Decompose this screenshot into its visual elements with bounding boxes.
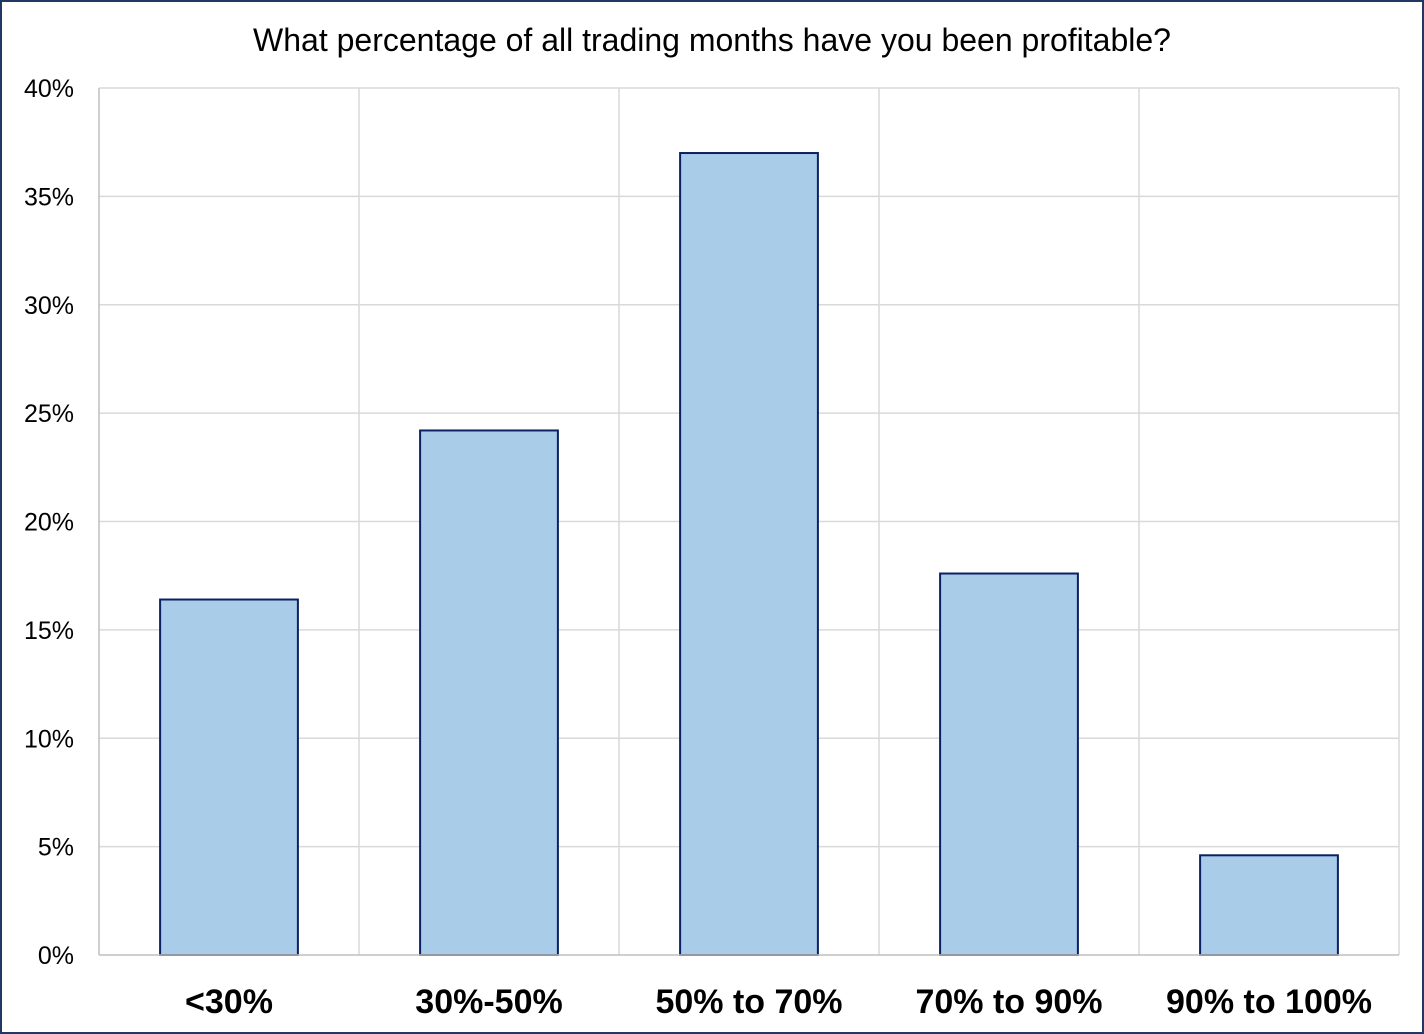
x-tick-label: 50% to 70% — [655, 983, 842, 1021]
bar — [419, 429, 559, 956]
x-tick-labels: <30% 30%-50% 50% to 70% 70% to 90% 90% to 10… — [185, 983, 1372, 1021]
bar — [679, 152, 819, 956]
y-tick-label: 0% — [38, 942, 74, 970]
y-tick-label: 25% — [24, 400, 74, 428]
bar — [1199, 854, 1339, 956]
x-tick-label: <30% — [185, 983, 273, 1021]
x-tick-label: 90% to 100% — [1166, 983, 1372, 1021]
y-tick-label: 30% — [24, 292, 74, 320]
y-tick-label: 40% — [24, 75, 74, 103]
y-tick-label: 20% — [24, 509, 74, 537]
chart-title: What percentage of all trading months ha… — [253, 22, 1171, 58]
y-tick-label: 15% — [24, 617, 74, 645]
bars — [159, 152, 1339, 957]
x-tick-label: 30%-50% — [415, 983, 562, 1021]
y-tick-label: 5% — [38, 834, 74, 862]
axes — [98, 88, 1399, 956]
y-tick-label: 10% — [24, 725, 74, 753]
y-tick-labels: 0% 5% 10% 15% 20% 25% 30% 35% 40% — [24, 75, 74, 970]
bar — [159, 598, 299, 957]
x-tick-label: 70% to 90% — [915, 983, 1102, 1021]
bar — [939, 572, 1079, 957]
y-tick-label: 35% — [24, 183, 74, 211]
